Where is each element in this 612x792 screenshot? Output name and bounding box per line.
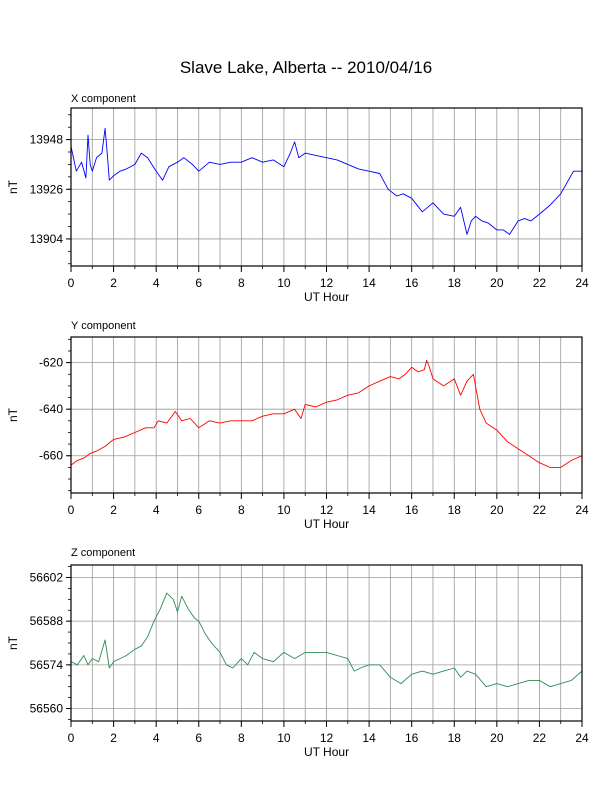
y-tick-label: -640 [39,402,63,416]
x-tick-label: 24 [575,731,589,745]
x-tick-label: 8 [238,731,245,745]
x-axis-label: UT Hour [304,517,349,531]
x-tick-label: 14 [362,731,376,745]
x-tick-label: 18 [448,731,462,745]
x-tick-label: 4 [153,503,160,517]
x-tick-label: 14 [362,503,376,517]
x-tick-label: 24 [575,276,589,290]
x-tick-label: 10 [277,731,291,745]
x-tick-label: 16 [405,276,419,290]
x-tick-label: 4 [153,276,160,290]
x-tick-label: 0 [68,503,75,517]
panel-title: Z component [71,547,135,559]
series-line [70,592,583,688]
y-tick-label: 56588 [30,614,64,628]
x-tick-label: 0 [68,276,75,290]
y-tick-label: 56602 [30,570,64,584]
y-tick-label: 13904 [30,232,64,246]
y-tick-label: 56560 [30,702,64,716]
x-tick-label: 12 [320,276,334,290]
x-tick-label: 8 [238,276,245,290]
x-axis-label: UT Hour [304,745,349,759]
x-tick-label: 16 [405,731,419,745]
x-tick-label: 12 [320,503,334,517]
x-tick-label: 16 [405,503,419,517]
x-tick-label: 22 [533,276,547,290]
x-tick-label: 22 [533,503,547,517]
x-tick-label: 2 [110,503,117,517]
series-line [70,359,583,468]
x-tick-label: 6 [195,731,202,745]
x-tick-label: 6 [195,276,202,290]
x-tick-label: 0 [68,731,75,745]
plot-frame [70,564,583,722]
x-tick-label: 18 [448,276,462,290]
y-axis-label: nT [6,179,20,194]
x-tick-label: 2 [110,731,117,745]
x-tick-label: 4 [153,731,160,745]
x-tick-label: 8 [238,503,245,517]
x-axis-label: UT Hour [304,290,349,304]
y-axis-label: nT [6,407,20,422]
x-tick-label: 22 [533,731,547,745]
panel-title: X component [71,93,136,105]
page-title: Slave Lake, Alberta -- 2010/04/16 [179,58,433,77]
x-tick-label: 20 [490,276,504,290]
x-tick-label: 10 [277,503,291,517]
x-tick-label: 20 [490,731,504,745]
y-axis-label: nT [6,635,20,650]
series-line [70,127,582,235]
x-tick-label: 24 [575,503,589,517]
plot-frame [70,107,583,267]
x-tick-label: 20 [490,503,504,517]
x-tick-label: 14 [362,276,376,290]
y-tick-label: -660 [39,449,63,463]
x-tick-label: 6 [195,503,202,517]
panel-title: Y component [71,320,136,332]
x-tick-label: 2 [110,276,117,290]
y-tick-label: 13948 [30,133,64,147]
plot-frame [70,336,583,494]
y-tick-label: -620 [39,356,63,370]
y-tick-label: 56574 [30,658,64,672]
x-tick-label: 10 [277,276,291,290]
x-tick-label: 18 [448,503,462,517]
x-tick-label: 12 [320,731,334,745]
y-tick-label: 13926 [30,182,64,196]
